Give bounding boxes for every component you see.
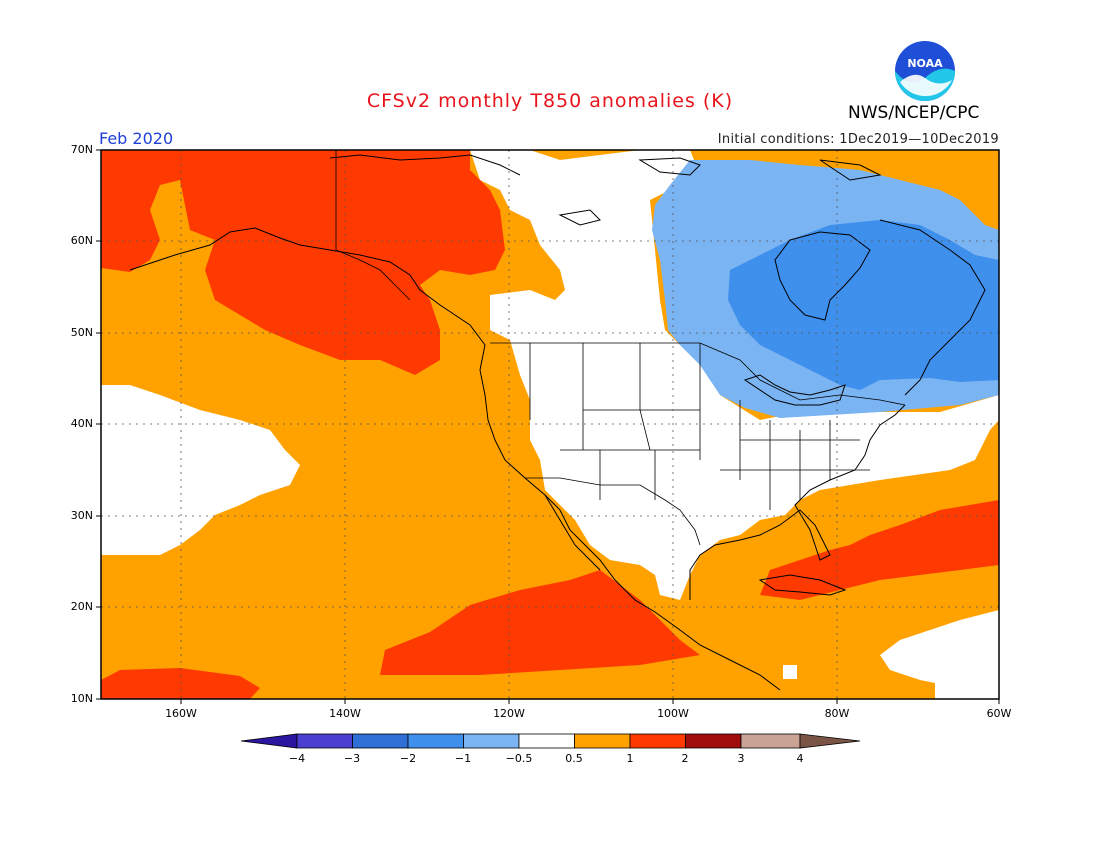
anomaly-region-white-pacific bbox=[101, 385, 300, 555]
colorbar bbox=[240, 733, 861, 749]
noaa-logo-text: NOAA bbox=[907, 57, 943, 70]
lat-label: 20N bbox=[70, 600, 93, 613]
colorbar-label: 3 bbox=[737, 752, 745, 765]
colorbar-box-8 bbox=[685, 733, 742, 749]
colorbar-label: 1 bbox=[626, 752, 634, 765]
colorbar-box-1 bbox=[296, 733, 353, 749]
lat-label: 40N bbox=[70, 417, 93, 430]
forecast-period: Feb 2020 bbox=[99, 129, 174, 148]
anomaly-region-white-gulf-of-alaska bbox=[490, 295, 530, 325]
lat-label: 10N bbox=[70, 692, 93, 705]
lon-label: 100W bbox=[657, 707, 689, 720]
coastline-alaska-north bbox=[329, 154, 521, 176]
border-us-canada bbox=[490, 342, 906, 406]
colorbar-label: 2 bbox=[681, 752, 689, 765]
anomaly-region-white-bay bbox=[935, 680, 999, 699]
coastline-great-lakes bbox=[743, 374, 846, 406]
colorbar-label: −0.5 bbox=[505, 752, 533, 765]
gridlines bbox=[101, 150, 999, 699]
anomaly-region-red-atlantic bbox=[760, 500, 999, 600]
colorbar-label: 4 bbox=[796, 752, 804, 765]
coastline-gulf bbox=[689, 404, 906, 600]
coastline-cuba bbox=[758, 574, 847, 596]
lon-label: 140W bbox=[329, 707, 361, 720]
colorbar-label: −3 bbox=[343, 752, 361, 765]
colorbar-arrow-left bbox=[240, 733, 298, 749]
anomaly-region-red-alaska bbox=[180, 150, 505, 375]
us-state-lines bbox=[529, 343, 870, 510]
anomaly-region-red-bering bbox=[101, 150, 180, 272]
anomaly-region-white-central bbox=[470, 150, 999, 600]
coastlines bbox=[129, 154, 986, 691]
colorbar-box-9 bbox=[740, 733, 801, 749]
colorbar-box-4 bbox=[463, 733, 520, 749]
colorbar-label: −4 bbox=[288, 752, 306, 765]
anomaly-field bbox=[101, 150, 999, 699]
initial-conditions: Initial conditions: 1Dec2019—10Dec2019 bbox=[717, 132, 999, 147]
lat-label: 60N bbox=[70, 234, 93, 247]
anomaly-region-red-hawaii-south bbox=[101, 668, 260, 699]
colorbar-arrow-right bbox=[799, 733, 861, 749]
lon-label: 160W bbox=[165, 707, 197, 720]
chart-title: CFSv2 monthly T850 anomalies (K) bbox=[366, 90, 734, 112]
anomaly-region-white-panama bbox=[783, 665, 797, 679]
political-boundaries bbox=[335, 150, 906, 546]
lat-label: 70N bbox=[70, 143, 93, 156]
colorbar-label: −1 bbox=[454, 752, 472, 765]
lat-label: 30N bbox=[70, 509, 93, 522]
border-us-mexico bbox=[525, 477, 701, 546]
lon-label: 60W bbox=[986, 707, 1012, 720]
colorbar-box-7 bbox=[629, 733, 686, 749]
coastline-hudson-bay bbox=[774, 231, 871, 321]
anomaly-region-red-tropical-pacific bbox=[380, 570, 700, 675]
anomaly-region-blue-canada bbox=[728, 220, 999, 390]
anomaly-region-white-caribbean bbox=[880, 610, 999, 690]
coastline-baja bbox=[544, 494, 601, 571]
lon-label: 80W bbox=[824, 707, 850, 720]
lat-label: 50N bbox=[70, 326, 93, 339]
colorbar-box-5 bbox=[518, 733, 575, 749]
colorbar-label: 0.5 bbox=[565, 752, 583, 765]
colorbar-label: −2 bbox=[399, 752, 417, 765]
noaa-logo-icon: NOAA bbox=[895, 41, 955, 101]
colorbar-box-3 bbox=[407, 733, 464, 749]
colorbar-box-2 bbox=[352, 733, 409, 749]
lon-label: 120W bbox=[493, 707, 525, 720]
colorbar-box-6 bbox=[574, 733, 631, 749]
coastline-west bbox=[129, 227, 781, 691]
axis-ticks bbox=[96, 149, 1000, 704]
organization-label: NWS/NCEP/CPC bbox=[848, 103, 980, 123]
coastline-labrador bbox=[879, 219, 986, 396]
border-alaska-canada bbox=[335, 150, 411, 301]
